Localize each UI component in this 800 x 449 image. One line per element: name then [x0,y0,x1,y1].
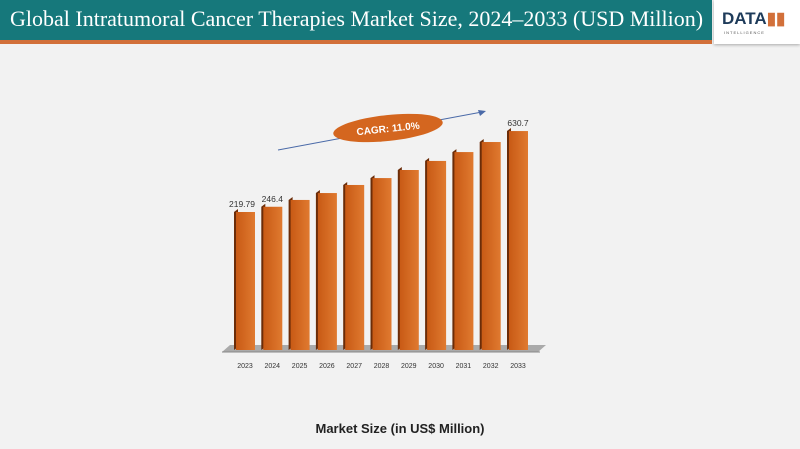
page-title: Global Intratumoral Cancer Therapies Mar… [10,6,704,31]
x-tick-label: 2030 [428,363,444,370]
logo: DATA▮▮ INTELLIGENCE [714,0,800,44]
logo-sub: INTELLIGENCE [724,30,765,35]
cagr-badge [333,113,443,143]
bar [263,206,283,350]
x-tick-label: 2027 [346,363,362,370]
x-tick-label: 2024 [265,363,281,370]
logo-text: DATA▮▮ [722,9,786,28]
header-bar: Global Intratumoral Cancer Therapies Mar… [0,0,712,40]
bar [317,193,337,350]
x-tick-label: 2029 [401,363,417,370]
x-tick-label: 2025 [292,363,308,370]
x-axis-title: Market Size (in US$ Million) [315,421,485,436]
x-tick-label: 2023 [237,363,253,370]
x-tick-label: 2032 [483,363,499,370]
bar [509,131,528,350]
x-tick-label: 2028 [374,363,390,370]
data-label: 219.79 [229,199,255,209]
bar [290,199,310,350]
bar [454,152,474,350]
data-label: 246.4 [262,194,284,204]
bar [345,184,365,350]
header-accent-line [0,40,712,44]
bar [481,142,501,350]
data-label: 630.7 [507,118,529,128]
bar [236,212,255,350]
bar [372,178,392,350]
bar [427,160,447,350]
bar [399,169,419,350]
x-tick-label: 2033 [510,363,526,370]
x-tick-label: 2031 [456,363,472,370]
x-tick-label: 2026 [319,363,335,370]
trend-arrow-head [478,110,486,116]
